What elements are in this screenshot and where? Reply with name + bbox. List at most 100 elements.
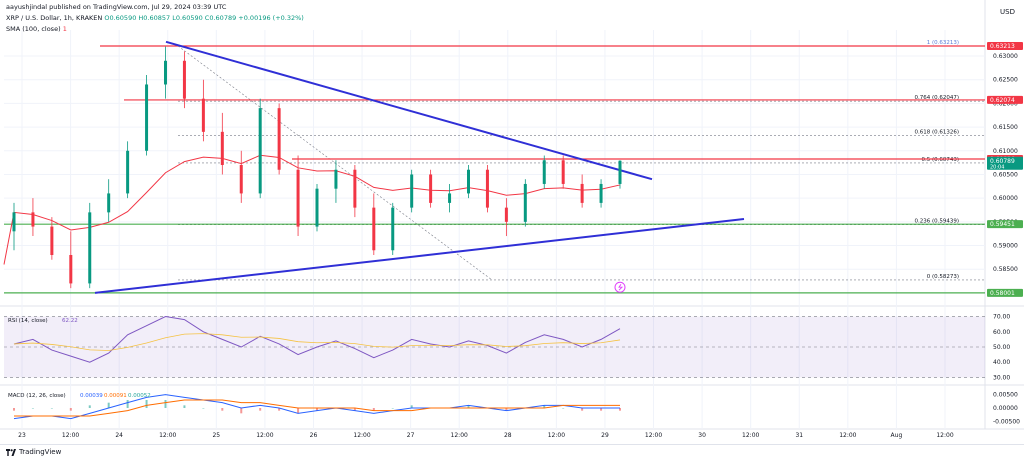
- macd-histogram-bar: [353, 408, 356, 411]
- rsi-tick-label: 60.00: [993, 329, 1010, 336]
- candle-body: [599, 183, 603, 203]
- macd-histogram-bar: [600, 408, 603, 411]
- candle-body: [107, 193, 111, 213]
- candle-body: [429, 174, 433, 203]
- macd-histogram-bar: [505, 408, 508, 411]
- candle-body: [523, 183, 527, 222]
- fib-level-label: 0.764 (0.62047): [914, 95, 959, 101]
- y-tick-label: 0.62000: [993, 100, 1018, 107]
- y-tick-label: 0.59000: [993, 243, 1018, 250]
- symbol-line: XRP / U.S. Dollar, 1h, KRAKEN O0.60590 H…: [6, 14, 304, 22]
- x-tick-label: 26: [310, 432, 318, 439]
- price-axis-tag: [987, 288, 1023, 297]
- x-tick-label: 12:00: [353, 432, 370, 439]
- candle-body: [353, 169, 357, 208]
- macd-histogram-bar: [69, 408, 72, 411]
- lightning-icon: [618, 283, 624, 291]
- x-tick-label: 12:00: [936, 432, 953, 439]
- currency-label: USD: [1000, 8, 1015, 16]
- y-tick-label: 0.58500: [993, 266, 1018, 273]
- tradingview-logo-icon: [6, 448, 16, 456]
- x-tick-label: 27: [407, 432, 415, 439]
- candle-body: [69, 255, 73, 284]
- rsi-tick-label: 40.00: [993, 359, 1010, 366]
- price-axis-tag-label: 0.59451: [990, 221, 1015, 228]
- price-axis-tag-label: 0.63213: [990, 43, 1015, 50]
- sma-legend-label: SMA (100, close): [6, 25, 61, 33]
- x-tick-label: Aug: [891, 432, 903, 439]
- candle-body: [618, 160, 622, 184]
- macd-histogram-bar: [278, 408, 281, 411]
- macd-legend-value: 0.00039: [80, 393, 103, 399]
- macd-histogram-bar: [126, 400, 129, 408]
- price-axis-tag-label: 0.62074: [990, 97, 1015, 104]
- x-tick-label: 28: [504, 432, 512, 439]
- macd-tick-label: 0.00000: [993, 405, 1018, 412]
- y-tick-label: 0.60000: [993, 195, 1018, 202]
- x-tick-label: 12:00: [839, 432, 856, 439]
- candle-body: [391, 207, 395, 251]
- candle-body: [542, 160, 546, 184]
- candle-body: [258, 108, 262, 194]
- rsi-tick-label: 70.00: [993, 314, 1010, 321]
- x-tick-label: 12:00: [645, 432, 662, 439]
- event-marker-icon: [614, 281, 626, 293]
- sma-legend[interactable]: SMA (100, close) 1: [6, 25, 67, 33]
- macd-legend-title: MACD (12, 26, close): [8, 393, 66, 399]
- macd-histogram-bar: [259, 408, 262, 411]
- x-tick-label: 25: [212, 432, 220, 439]
- macd-signal-line: [14, 399, 620, 417]
- candle-body: [410, 174, 414, 208]
- macd-legend-signal-value: 0.00091: [104, 393, 127, 399]
- candle-body: [201, 98, 205, 132]
- price-axis-tag-label: 0.58001: [990, 290, 1015, 297]
- candle-body: [220, 131, 224, 165]
- x-tick-label: 24: [115, 432, 123, 439]
- fib-level-label: 0.236 (0.59439): [914, 219, 959, 225]
- y-tick-label: 0.60500: [993, 171, 1018, 178]
- price-axis-tag: [987, 220, 1023, 229]
- fib-level-label: 0.5 (0.60743): [921, 157, 959, 163]
- rsi-legend-title: RSI (14, close): [8, 318, 48, 324]
- macd-histogram-bar: [221, 408, 224, 411]
- candle-body: [467, 169, 470, 194]
- fib-level-label: 0.618 (0.61326): [914, 129, 959, 135]
- price-axis-tag: [987, 41, 1023, 50]
- macd-tick-label: 0.00500: [993, 392, 1018, 399]
- ascending-trendline: [94, 218, 745, 294]
- footer-bar: TradingView: [0, 444, 1024, 462]
- x-tick-label: 12:00: [159, 432, 176, 439]
- y-tick-label: 0.62500: [993, 77, 1018, 84]
- symbol-title: XRP / U.S. Dollar, 1h, KRAKEN: [6, 14, 103, 22]
- x-tick-label: 12:00: [451, 432, 468, 439]
- x-tick-label: 29: [601, 432, 609, 439]
- macd-histogram-bar: [88, 405, 91, 408]
- candle-body: [561, 160, 565, 184]
- macd-histogram-bar: [183, 405, 186, 408]
- candle-body: [504, 207, 508, 222]
- macd-line: [13, 394, 620, 420]
- tradingview-brand[interactable]: TradingView: [6, 448, 61, 456]
- candle-body: [315, 188, 319, 227]
- candle-body: [277, 108, 281, 170]
- macd-histogram-bar: [581, 408, 584, 411]
- rsi-legend-value: 62.22: [62, 318, 78, 324]
- candle-body: [239, 165, 243, 194]
- x-tick-label: 31: [795, 432, 803, 439]
- tradingview-brand-text: TradingView: [19, 448, 62, 456]
- macd-histogram-bar: [145, 400, 148, 408]
- x-tick-label: 12:00: [548, 432, 565, 439]
- macd-histogram-bar: [50, 408, 53, 409]
- x-tick-label: 23: [18, 432, 26, 439]
- x-tick-label: 30: [698, 432, 706, 439]
- rsi-ma-line: [13, 333, 621, 351]
- ohlc-values: O0.60590 H0.60857 L0.60590 C0.60789 +0.0…: [104, 14, 304, 22]
- candle-body: [12, 212, 16, 232]
- candle-body: [145, 84, 149, 151]
- sma-100-line: [3, 154, 621, 265]
- fib-level-label: 1 (0.63213): [927, 40, 959, 46]
- macd-histogram-bar: [107, 402, 110, 408]
- x-tick-label: 12:00: [62, 432, 79, 439]
- x-tick-label: 12:00: [742, 432, 759, 439]
